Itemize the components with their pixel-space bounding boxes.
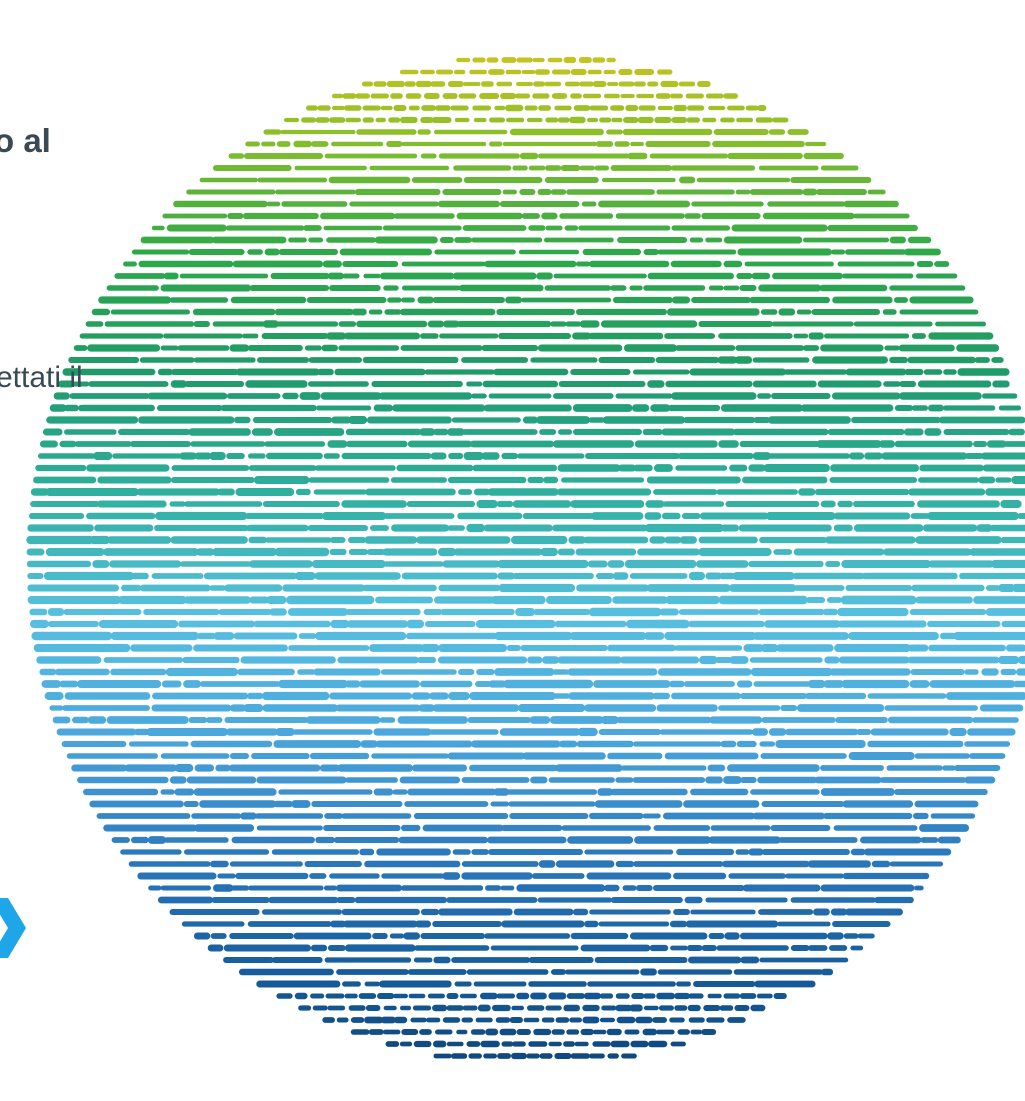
slide-heading-fragment: o al (0, 122, 51, 159)
chevron-right-icon (0, 898, 26, 958)
chevron-shape (0, 898, 26, 958)
slide-body-fragment: ettati il (0, 361, 83, 394)
